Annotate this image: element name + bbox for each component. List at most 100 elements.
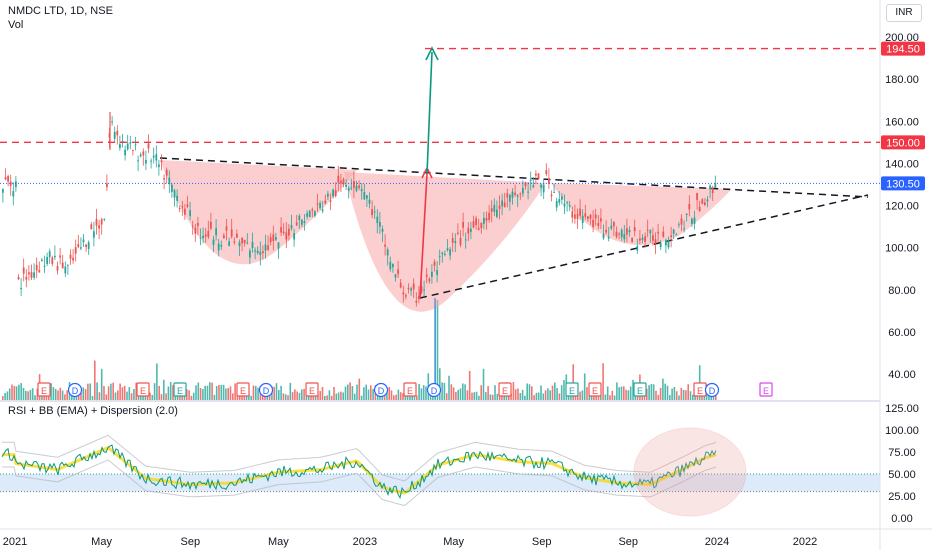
volume-bar	[457, 389, 459, 400]
volume-bar	[50, 383, 52, 400]
price-candle	[641, 237, 644, 241]
volume-bar	[567, 395, 570, 400]
volume-bar	[572, 364, 574, 400]
volume-bar	[326, 395, 328, 400]
volume-bar	[29, 390, 32, 400]
time-tick-label: 2023	[353, 536, 377, 548]
volume-bar	[149, 392, 151, 400]
price-candle	[77, 243, 80, 247]
earnings-marker[interactable]	[565, 382, 579, 397]
volume-bar	[319, 391, 321, 400]
volume-bar	[452, 387, 455, 400]
earnings-marker[interactable]	[305, 382, 319, 397]
dividend-marker[interactable]	[704, 382, 720, 398]
earnings-marker[interactable]	[136, 382, 150, 397]
price-candle	[38, 270, 41, 273]
volume-bar	[432, 395, 434, 400]
volume-bar	[66, 390, 68, 400]
volume-bar	[531, 386, 533, 400]
volume-bar	[579, 391, 581, 400]
dividend-marker[interactable]	[373, 382, 389, 398]
dividend-marker[interactable]	[426, 382, 442, 398]
volume-bar	[604, 394, 607, 400]
volume-bar	[151, 394, 154, 400]
volume-bar	[52, 387, 55, 400]
volume-bar	[441, 382, 443, 400]
volume-bar	[537, 392, 540, 400]
price-candle	[480, 222, 483, 229]
price-candle	[626, 228, 628, 235]
earnings-marker[interactable]	[236, 382, 250, 397]
volume-bar	[510, 393, 512, 400]
volume-bar	[480, 385, 482, 400]
price-candle	[9, 181, 12, 186]
price-candle	[30, 272, 33, 278]
price-candle	[470, 228, 472, 232]
event-marker-label: E	[697, 386, 703, 396]
rsi-tick-label: 100.00	[885, 425, 919, 437]
price-candle	[657, 231, 659, 234]
price-candle	[659, 242, 662, 248]
price-candle	[524, 182, 527, 187]
volume-bar	[130, 393, 133, 400]
price-candle	[646, 229, 649, 231]
volume-bar	[174, 395, 177, 400]
price-candle	[527, 191, 529, 193]
price-candle	[620, 229, 623, 238]
earnings-marker[interactable]	[37, 382, 51, 397]
price-candle	[168, 177, 171, 185]
price-candle	[93, 231, 95, 238]
volume-bar	[388, 386, 390, 400]
price-candle	[587, 216, 589, 219]
price-candle	[225, 226, 228, 231]
volume-bar	[521, 389, 524, 400]
price-candle	[191, 226, 194, 228]
currency-button[interactable]: INR	[886, 4, 922, 22]
earnings-marker[interactable]	[498, 382, 512, 397]
volume-bar	[199, 387, 202, 400]
volume-bar	[144, 395, 147, 400]
volume-bar	[282, 393, 285, 400]
price-candle	[267, 245, 269, 250]
price-candle	[464, 239, 467, 241]
volume-label: Vol	[8, 19, 24, 31]
price-candle	[683, 228, 685, 230]
volume-bar	[583, 373, 586, 400]
volume-bar	[54, 388, 57, 400]
earnings-marker[interactable]	[588, 382, 602, 397]
volume-bar	[554, 382, 556, 400]
event-marker-label: D	[709, 386, 716, 396]
volume-bar	[696, 395, 699, 400]
rsi-bb-lower	[2, 459, 717, 507]
price-candle	[566, 201, 568, 203]
volume-bar	[6, 391, 9, 400]
price-candle	[553, 191, 555, 193]
price-candle	[392, 263, 394, 268]
volume-bar	[356, 384, 358, 400]
price-candle	[269, 237, 272, 243]
price-candle	[602, 233, 605, 239]
earnings-marker[interactable]	[759, 382, 773, 397]
volume-bar	[528, 384, 531, 400]
volume-bar	[646, 388, 648, 400]
dividend-marker[interactable]	[258, 382, 274, 398]
price-candle	[85, 244, 87, 248]
volume-bar	[71, 393, 73, 400]
price-candle	[389, 261, 392, 270]
pattern-height-line	[419, 173, 428, 299]
earnings-marker[interactable]	[403, 382, 417, 397]
volume-bar	[96, 382, 98, 400]
volume-bar	[365, 384, 367, 400]
volume-bar	[494, 385, 496, 400]
price-candle	[69, 254, 72, 259]
volume-bar	[337, 392, 340, 400]
dividend-marker[interactable]	[67, 382, 83, 398]
volume-bar	[643, 393, 646, 400]
volume-bar	[600, 395, 602, 400]
price-candle	[4, 177, 7, 180]
earnings-marker[interactable]	[173, 382, 187, 397]
volume-bar	[616, 382, 618, 400]
earnings-marker[interactable]	[633, 382, 647, 397]
price-candle	[98, 225, 100, 229]
